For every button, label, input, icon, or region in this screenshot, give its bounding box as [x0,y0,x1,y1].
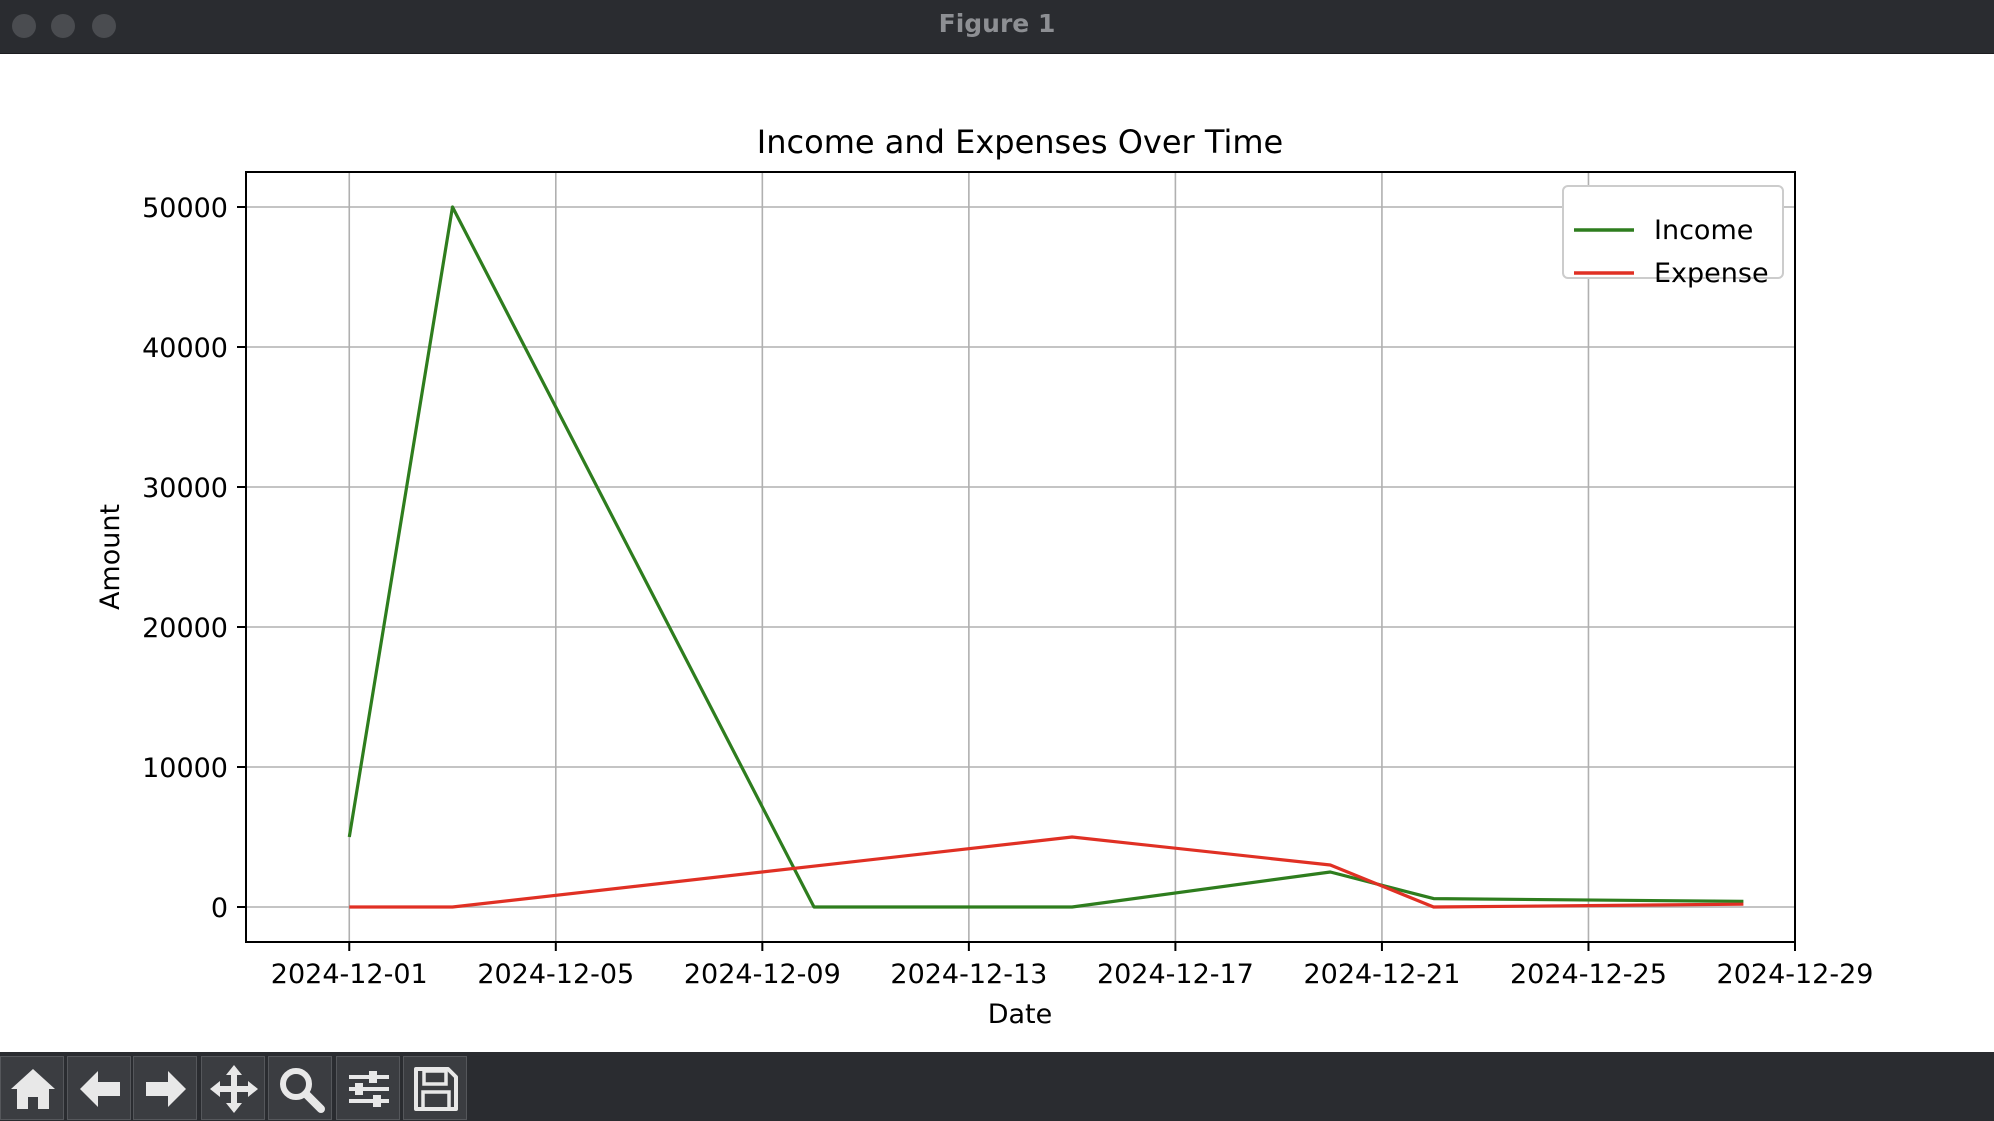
x-tick-label: 2024-12-01 [271,959,428,990]
home-icon [1,1057,65,1121]
plot-area-background [246,172,1795,942]
home-button[interactable] [0,1056,64,1120]
back-arrow-icon [68,1057,132,1121]
legend-label-expense: Expense [1654,258,1769,289]
window-title: Figure 1 [0,0,1994,53]
navigation-toolbar [0,1052,1994,1120]
chart-title: Income and Expenses Over Time [757,123,1283,161]
forward-arrow-button[interactable] [133,1056,197,1120]
x-tick-label: 2024-12-05 [477,959,634,990]
forward-arrow-icon [134,1057,198,1121]
back-arrow-button[interactable] [67,1056,131,1120]
x-tick-label: 2024-12-13 [890,959,1047,990]
x-axis-ticks: 2024-12-01 2024-12-05 2024-12-09 2024-12-13… [271,942,1874,990]
configure-subplots-icon [337,1057,401,1121]
y-axis-ticks: 0 10000 20000 30000 40000 50000 [142,193,246,924]
y-tick-label: 10000 [142,753,228,784]
legend[interactable]: Income Expense [1563,186,1783,289]
save-button[interactable] [403,1056,467,1120]
figure-canvas[interactable]: 2024-12-01 2024-12-05 2024-12-09 2024-12-13… [0,54,1994,1052]
save-icon [404,1057,468,1121]
x-tick-label: 2024-12-29 [1717,959,1874,990]
y-tick-label: 30000 [142,473,228,504]
configure-subplots-button[interactable] [336,1056,400,1120]
legend-label-income: Income [1654,215,1753,246]
x-axis-label: Date [988,999,1053,1030]
y-tick-label: 50000 [142,193,228,224]
x-tick-label: 2024-12-09 [684,959,841,990]
x-tick-label: 2024-12-21 [1303,959,1460,990]
y-tick-label: 40000 [142,333,228,364]
x-tick-label: 2024-12-25 [1510,959,1667,990]
y-tick-label: 20000 [142,613,228,644]
x-tick-label: 2024-12-17 [1097,959,1254,990]
zoom-icon [269,1057,333,1121]
zoom-button[interactable] [268,1056,332,1120]
window-titlebar: Figure 1 [0,0,1994,54]
pan-button[interactable] [201,1056,265,1120]
y-tick-label: 0 [211,893,228,924]
y-axis-label: Amount [95,504,126,610]
line-chart: 2024-12-01 2024-12-05 2024-12-09 2024-12-13… [0,54,1994,1052]
pan-icon [202,1057,266,1121]
